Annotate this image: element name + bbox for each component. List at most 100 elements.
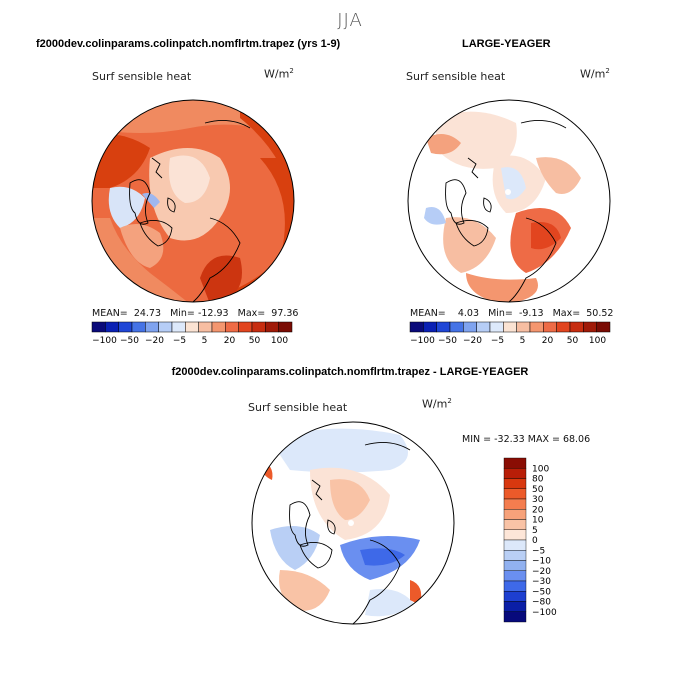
field-region — [360, 548, 405, 566]
colorbar-tick-label: 30 — [532, 495, 544, 505]
colorbar-swatch — [278, 321, 293, 333]
panel2-units: W/m2 — [580, 67, 610, 81]
colorbar-swatch — [503, 478, 527, 489]
colorbar-tick-label: −5 — [532, 546, 545, 556]
colorbar-tick-label: 20 — [224, 336, 236, 346]
colorbar-swatch — [503, 509, 527, 520]
colorbar-tick-label: −100 — [92, 336, 117, 346]
colorbar-tick-label: 100 — [271, 336, 288, 346]
field-region — [120, 224, 164, 268]
map-panel1 — [91, 99, 295, 303]
panel3-stats: MIN = -32.33 MAX = 68.06 — [462, 434, 591, 445]
panel1-title: f2000dev.colinparams.colinpatch.nomflrtm… — [36, 38, 341, 50]
colorbar-tick-label: 5 — [520, 336, 526, 346]
colorbar-swatch — [251, 321, 266, 333]
field-region — [436, 111, 517, 169]
field-region — [424, 207, 446, 225]
colorbar-tick-label: 10 — [532, 516, 544, 526]
colorbar-swatch — [503, 539, 527, 551]
colorbar-tick-label: −50 — [532, 587, 551, 597]
colorbar-tick-label: 0 — [532, 536, 538, 546]
colorbar-swatch — [91, 321, 106, 333]
colorbar-tick-label: −30 — [532, 577, 551, 587]
map-boundary — [407, 99, 611, 303]
field-region — [348, 520, 354, 526]
coastline — [151, 157, 163, 179]
panel1-stats: MEAN= 24.73 Min= -12.93 Max= 97.36 — [92, 308, 299, 319]
field-region — [466, 273, 538, 302]
colorbar-swatch — [198, 321, 213, 333]
colorbar-tick-label: −50 — [120, 336, 139, 346]
colorbar-tick-label: −50 — [438, 336, 457, 346]
map-panel2 — [407, 99, 611, 303]
colorbar-swatch — [503, 519, 527, 530]
colorbar-tick-label: −100 — [532, 608, 557, 618]
colorbar-tick-label: −20 — [463, 336, 482, 346]
field-region — [330, 479, 370, 520]
field-region — [505, 189, 511, 195]
colorbar-swatch — [145, 321, 159, 333]
field-region — [426, 134, 461, 155]
colorbar-swatch — [449, 321, 464, 333]
field-region — [169, 155, 210, 203]
panel3-units: W/m2 — [422, 397, 452, 411]
colorbar-tick-label: −20 — [145, 336, 164, 346]
colorbar-swatch — [503, 611, 527, 623]
colorbar-swatch — [436, 321, 451, 333]
colorbar-swatch — [503, 488, 527, 500]
colorbar-swatch — [489, 321, 504, 333]
colorbar-swatch — [503, 591, 527, 602]
colorbar-swatch — [556, 321, 571, 333]
colorbar-swatch — [503, 468, 527, 479]
panel1-variable: Surf sensible heat — [92, 70, 192, 83]
colorbar-swatch — [423, 321, 437, 333]
field-region — [536, 157, 581, 194]
colorbar-tick-label: 100 — [532, 464, 549, 474]
colorbar-tick-label: −20 — [532, 567, 551, 577]
coastline — [483, 197, 492, 213]
coastline — [299, 541, 333, 569]
field-region — [531, 222, 561, 250]
colorbar-swatch — [158, 321, 173, 333]
panel1-units: W/m2 — [264, 67, 294, 81]
colorbar-swatch — [185, 321, 199, 333]
colorbar-swatch — [238, 321, 253, 333]
colorbar-swatch — [503, 321, 517, 333]
coastline — [167, 197, 176, 213]
panel2-title: LARGE-YEAGER — [462, 38, 551, 50]
colorbar-swatch — [503, 560, 527, 571]
panel3-title: f2000dev.colinparams.colinpatch.nomflrtm… — [171, 366, 529, 378]
colorbar-swatch — [409, 321, 424, 333]
colorbar-swatch — [503, 570, 527, 582]
colorbar-swatch — [503, 529, 527, 541]
colorbar-swatch — [265, 321, 279, 333]
colorbar-tick-label: 20 — [532, 505, 544, 515]
panel3-variable: Surf sensible heat — [248, 401, 348, 414]
coastline — [189, 217, 241, 302]
colorbar-tick-label: −80 — [532, 598, 551, 608]
colorbar-swatch — [583, 321, 597, 333]
colorbar-tick-label: −5 — [173, 336, 186, 346]
colorbar-tick-label: 50 — [567, 336, 579, 346]
colorbar-swatch — [543, 321, 557, 333]
map-boundary — [251, 421, 455, 625]
colorbar-swatch — [503, 498, 527, 510]
coastline — [520, 119, 567, 129]
colorbar-swatch — [476, 321, 491, 333]
coastline — [289, 501, 311, 547]
colorbar-swatch — [211, 321, 226, 333]
colorbar-swatch — [503, 580, 527, 592]
colorbar-tick-label: 50 — [532, 485, 544, 495]
colorbar-swatch — [118, 321, 133, 333]
colorbar-tick-label: 80 — [532, 475, 544, 485]
map-panel3 — [251, 421, 455, 625]
colorbar-swatch — [503, 550, 527, 561]
field-region — [200, 255, 242, 302]
season-title: JJA — [337, 10, 363, 31]
colorbar-swatch — [569, 321, 584, 333]
coastline — [204, 119, 251, 129]
colorbar-tick-label: 20 — [542, 336, 554, 346]
field-region — [142, 193, 160, 208]
colorbar-swatch — [503, 601, 527, 612]
coastline — [327, 519, 336, 535]
